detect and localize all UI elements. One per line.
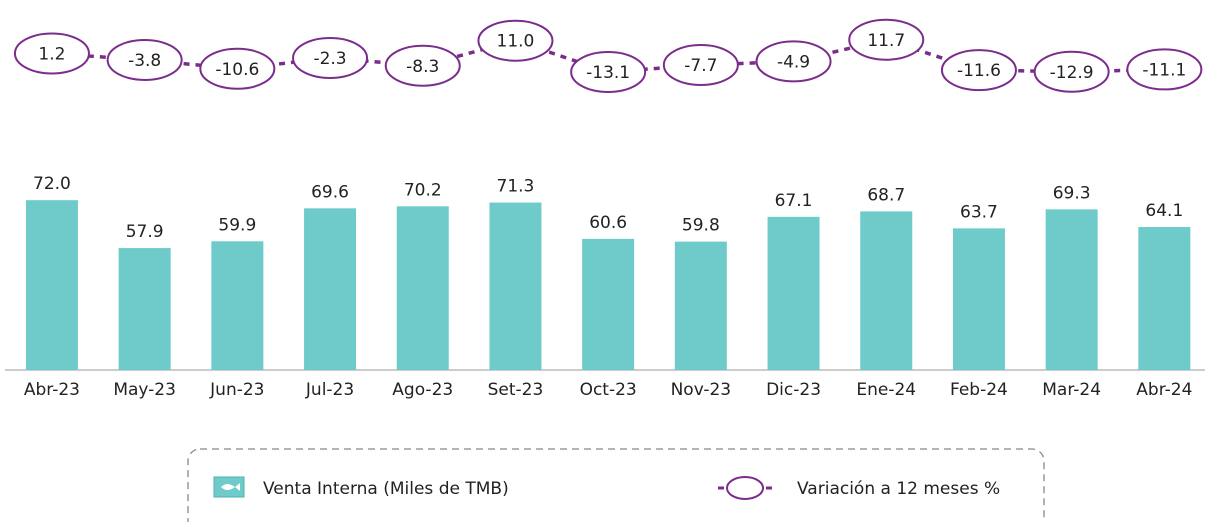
data-label: 69.6 <box>311 182 349 202</box>
data-label: -13.1 <box>586 63 630 83</box>
data-label: 1.2 <box>38 44 65 64</box>
data-label: 63.7 <box>960 202 998 222</box>
data-label: -8.3 <box>406 57 439 77</box>
x-tick-label: Nov-23 <box>671 380 732 400</box>
data-label: -2.3 <box>313 49 346 69</box>
line-marker <box>570 51 647 94</box>
bar <box>118 248 171 370</box>
line-marker <box>755 40 832 83</box>
data-label: 64.1 <box>1145 201 1183 221</box>
data-label: -7.7 <box>684 56 717 76</box>
x-tick-label: Dic-23 <box>766 380 821 400</box>
bar <box>582 238 635 370</box>
bar <box>674 241 727 370</box>
data-label: 70.2 <box>404 180 442 200</box>
bar <box>952 228 1005 370</box>
line-marker <box>848 18 925 61</box>
bar <box>1138 227 1191 370</box>
bar <box>860 211 913 370</box>
line-marker <box>106 38 183 81</box>
data-label: 67.1 <box>775 191 813 211</box>
bar <box>304 208 357 370</box>
data-label: -12.9 <box>1050 63 1094 83</box>
line-marker <box>477 19 554 62</box>
data-label: 59.9 <box>218 215 256 235</box>
legend-bar-icon <box>213 476 245 498</box>
legend-label: Venta Interna (Miles de TMB) <box>263 479 509 499</box>
x-tick-label: Abr-24 <box>1136 380 1192 400</box>
x-tick-label: Ene-24 <box>856 380 916 400</box>
bar <box>1045 209 1098 370</box>
data-label: 71.3 <box>497 177 535 197</box>
x-tick-label: Oct-23 <box>580 380 637 400</box>
line-marker <box>292 36 369 79</box>
bar <box>489 202 542 370</box>
line-marker <box>199 47 276 90</box>
data-label: 59.8 <box>682 216 720 236</box>
x-tick-label: Jun-23 <box>209 380 264 400</box>
x-tick-label: May-23 <box>113 380 176 400</box>
data-label: -3.8 <box>128 51 161 71</box>
x-tick-label: Ago-23 <box>392 380 453 400</box>
x-tick-label: Mar-24 <box>1042 380 1101 400</box>
line-marker <box>1126 48 1203 91</box>
line-marker <box>384 44 461 87</box>
legend-line-icon <box>718 476 772 500</box>
x-tick-label: Abr-23 <box>24 380 80 400</box>
line-marker <box>662 44 739 87</box>
data-label: -4.9 <box>777 52 810 72</box>
bar <box>25 200 78 370</box>
x-tick-label: Set-23 <box>488 380 544 400</box>
line-marker <box>1033 50 1110 93</box>
x-tick-label: Jul-23 <box>305 380 354 400</box>
legend-label: Variación a 12 meses % <box>797 479 1000 499</box>
data-label: 69.3 <box>1053 183 1091 203</box>
data-label: 11.0 <box>497 32 535 52</box>
line-marker <box>940 49 1017 92</box>
data-label: 68.7 <box>867 185 905 205</box>
bar <box>396 206 449 370</box>
data-label: 60.6 <box>589 213 627 233</box>
line-marker <box>13 32 90 75</box>
data-label: 57.9 <box>126 222 164 242</box>
data-label: 72.0 <box>33 174 71 194</box>
data-label: -10.6 <box>215 60 259 80</box>
bar <box>211 241 264 370</box>
data-label: -11.1 <box>1142 60 1186 80</box>
data-label: -11.6 <box>957 61 1001 81</box>
x-tick-label: Feb-24 <box>950 380 1008 400</box>
bar <box>767 216 820 370</box>
data-label: 11.7 <box>867 31 905 51</box>
